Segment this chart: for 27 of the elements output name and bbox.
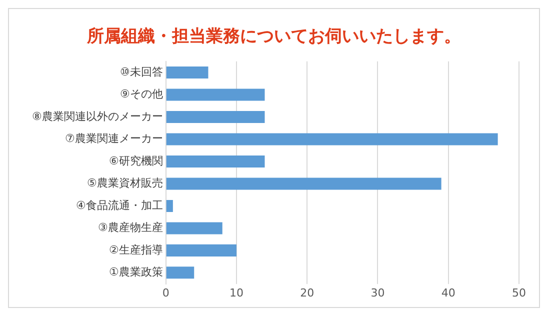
y-tick-label: ⑤農業資材販売 bbox=[86, 176, 163, 190]
y-tick-label: ⑨その他 bbox=[120, 88, 163, 101]
bar bbox=[166, 133, 498, 146]
bar bbox=[166, 88, 265, 101]
bar bbox=[166, 200, 173, 212]
bar bbox=[166, 244, 236, 256]
x-tick-label: 10 bbox=[229, 286, 244, 300]
x-tick-label: 0 bbox=[162, 286, 170, 300]
y-tick-label: ⑧農業関連以外のメーカー bbox=[32, 110, 163, 123]
y-tick-label: ①農業政策 bbox=[108, 266, 163, 279]
bar bbox=[166, 110, 265, 124]
y-tick-label: ⑥研究機関 bbox=[108, 154, 163, 168]
x-tick-label: 50 bbox=[512, 286, 526, 300]
chart-title: 所属組織・担当業務についてお伺いいたします。 bbox=[86, 26, 461, 47]
x-tick-label: 20 bbox=[300, 286, 314, 300]
y-tick-label: ⑦農業関連メーカー bbox=[64, 132, 163, 146]
y-tick-label: ③農産物生産 bbox=[98, 221, 163, 234]
bar bbox=[166, 155, 265, 168]
y-tick-label: ⑩未回答 bbox=[120, 65, 163, 78]
bar bbox=[166, 178, 442, 190]
x-tick-label: 30 bbox=[370, 286, 385, 300]
bar bbox=[166, 222, 222, 234]
bar bbox=[166, 266, 194, 279]
y-tick-label: ②生産指導 bbox=[108, 243, 163, 256]
bar bbox=[166, 66, 208, 79]
x-tick-label: 40 bbox=[441, 286, 456, 300]
y-tick-label: ④食品流通・加工 bbox=[76, 198, 163, 212]
